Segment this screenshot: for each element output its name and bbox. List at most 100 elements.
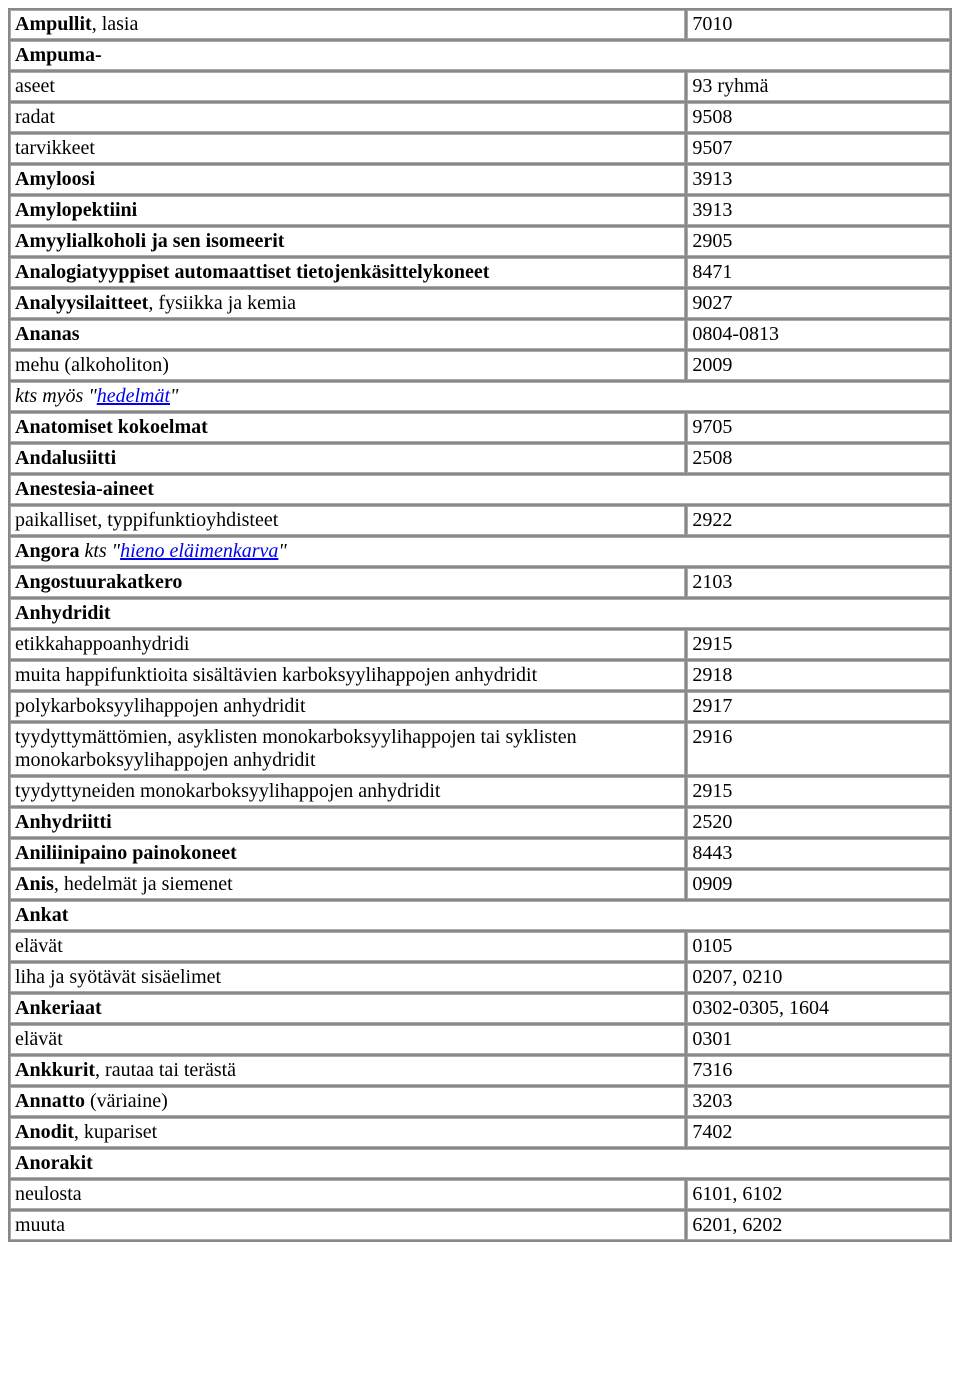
term-text: , hedelmät ja siemenet bbox=[54, 873, 233, 895]
term-text: Ananas bbox=[15, 323, 79, 345]
term-cell: tyydyttymättömien, asyklisten monokarbok… bbox=[10, 723, 685, 775]
term-cell: Anhydridit bbox=[10, 599, 950, 628]
term-text: Aniliinipaino painokoneet bbox=[15, 842, 237, 864]
table-row: Angostuurakatkero2103 bbox=[10, 568, 950, 597]
table-row: Ampullit, lasia7010 bbox=[10, 10, 950, 39]
table-row: Aniliinipaino painokoneet 8443 bbox=[10, 839, 950, 868]
table-row: Anodit, kupariset7402 bbox=[10, 1118, 950, 1147]
term-text: " bbox=[278, 540, 286, 562]
code-cell: 9027 bbox=[687, 289, 950, 318]
table-row: Annatto (väriaine) 3203 bbox=[10, 1087, 950, 1116]
term-text: , rautaa tai terästä bbox=[95, 1059, 236, 1081]
table-row: tyydyttymättömien, asyklisten monokarbok… bbox=[10, 723, 950, 775]
code-cell: 0909 bbox=[687, 870, 950, 899]
index-table: Ampullit, lasia7010Ampuma-aseet93 ryhmär… bbox=[8, 8, 952, 1242]
cross-reference-link[interactable]: hieno eläimenkarva bbox=[120, 540, 278, 562]
code-cell: 2922 bbox=[687, 506, 950, 535]
code-cell: 3203 bbox=[687, 1087, 950, 1116]
code-cell: 0105 bbox=[687, 932, 950, 961]
term-text: kts " bbox=[84, 540, 120, 562]
table-row: paikalliset, typpifunktioyhdisteet2922 bbox=[10, 506, 950, 535]
term-text: " bbox=[170, 385, 178, 407]
term-cell: Ankkurit, rautaa tai terästä bbox=[10, 1056, 685, 1085]
code-cell: 3913 bbox=[687, 196, 950, 225]
term-text: Andalusiitti bbox=[15, 447, 116, 469]
code-cell: 0207, 0210 bbox=[687, 963, 950, 992]
code-cell: 2918 bbox=[687, 661, 950, 690]
code-cell: 2917 bbox=[687, 692, 950, 721]
code-cell: 2009 bbox=[687, 351, 950, 380]
term-text: Amyloosi bbox=[15, 168, 95, 190]
table-row: tyydyttyneiden monokarboksyylihappojen a… bbox=[10, 777, 950, 806]
table-row: liha ja syötävät sisäelimet0207, 0210 bbox=[10, 963, 950, 992]
term-cell: etikkahappoanhydridi bbox=[10, 630, 685, 659]
table-row: elävät0301 bbox=[10, 1025, 950, 1054]
code-cell: 7402 bbox=[687, 1118, 950, 1147]
term-text: , lasia bbox=[92, 13, 139, 35]
term-text: (väriaine) bbox=[85, 1090, 168, 1112]
table-row: muita happifunktioita sisältävien karbok… bbox=[10, 661, 950, 690]
term-text: radat bbox=[15, 106, 55, 128]
term-text: Angora bbox=[15, 540, 79, 562]
code-cell: 2905 bbox=[687, 227, 950, 256]
term-cell: elävät bbox=[10, 932, 685, 961]
term-text: etikkahappoanhydridi bbox=[15, 633, 189, 655]
term-cell: Ampullit, lasia bbox=[10, 10, 685, 39]
term-text: Anatomiset kokoelmat bbox=[15, 416, 208, 438]
term-text: muuta bbox=[15, 1214, 65, 1236]
table-row: Amylopektiini 3913 bbox=[10, 196, 950, 225]
code-cell: 2508 bbox=[687, 444, 950, 473]
term-text: tyydyttymättömien, asyklisten monokarbok… bbox=[15, 726, 577, 771]
code-cell: 2915 bbox=[687, 777, 950, 806]
term-cell: muita happifunktioita sisältävien karbok… bbox=[10, 661, 685, 690]
term-cell: Ankat bbox=[10, 901, 950, 930]
table-row: Anatomiset kokoelmat 9705 bbox=[10, 413, 950, 442]
table-row: polykarboksyylihappojen anhydridit2917 bbox=[10, 692, 950, 721]
code-cell: 2520 bbox=[687, 808, 950, 837]
code-cell: 2916 bbox=[687, 723, 950, 775]
term-cell: tyydyttyneiden monokarboksyylihappojen a… bbox=[10, 777, 685, 806]
table-row: Amyylialkoholi ja sen isomeerit2905 bbox=[10, 227, 950, 256]
code-cell: 8443 bbox=[687, 839, 950, 868]
term-cell: Anestesia-aineet bbox=[10, 475, 950, 504]
term-text: , fysiikka ja kemia bbox=[148, 292, 296, 314]
table-row: Anhydriitti 2520 bbox=[10, 808, 950, 837]
term-cell: Amyloosi bbox=[10, 165, 685, 194]
term-cell: Analyysilaitteet, fysiikka ja kemia bbox=[10, 289, 685, 318]
code-cell: 2103 bbox=[687, 568, 950, 597]
term-text: muita happifunktioita sisältävien karbok… bbox=[15, 664, 537, 686]
table-row: Andalusiitti 2508 bbox=[10, 444, 950, 473]
code-cell: 6101, 6102 bbox=[687, 1180, 950, 1209]
table-row: Ankat bbox=[10, 901, 950, 930]
term-text: kts myös " bbox=[15, 385, 97, 407]
term-text: Anis bbox=[15, 873, 54, 895]
code-cell: 7316 bbox=[687, 1056, 950, 1085]
term-cell: Angora kts "hieno eläimenkarva" bbox=[10, 537, 950, 566]
term-cell: Anatomiset kokoelmat bbox=[10, 413, 685, 442]
term-text: Annatto bbox=[15, 1090, 85, 1112]
term-text: tyydyttyneiden monokarboksyylihappojen a… bbox=[15, 780, 441, 802]
term-text: Anhydriitti bbox=[15, 811, 112, 833]
term-cell: Ankeriaat bbox=[10, 994, 685, 1023]
cross-reference-link[interactable]: hedelmät bbox=[97, 385, 170, 407]
table-row: tarvikkeet9507 bbox=[10, 134, 950, 163]
code-cell: 0302-0305, 1604 bbox=[687, 994, 950, 1023]
table-row: aseet93 ryhmä bbox=[10, 72, 950, 101]
term-cell: Angostuurakatkero bbox=[10, 568, 685, 597]
term-text: Amylopektiini bbox=[15, 199, 137, 221]
term-text: mehu (alkoholiton) bbox=[15, 354, 169, 376]
code-cell: 2915 bbox=[687, 630, 950, 659]
term-text: neulosta bbox=[15, 1183, 82, 1205]
term-text: Anestesia-aineet bbox=[15, 478, 154, 500]
term-cell: Andalusiitti bbox=[10, 444, 685, 473]
table-row: Anorakit bbox=[10, 1149, 950, 1178]
table-row: muuta6201, 6202 bbox=[10, 1211, 950, 1240]
term-cell: kts myös "hedelmät" bbox=[10, 382, 950, 411]
code-cell: 9705 bbox=[687, 413, 950, 442]
term-cell: Amyylialkoholi ja sen isomeerit bbox=[10, 227, 685, 256]
term-text: tarvikkeet bbox=[15, 137, 95, 159]
table-row: Amyloosi3913 bbox=[10, 165, 950, 194]
code-cell: 0804-0813 bbox=[687, 320, 950, 349]
term-cell: tarvikkeet bbox=[10, 134, 685, 163]
term-cell: liha ja syötävät sisäelimet bbox=[10, 963, 685, 992]
